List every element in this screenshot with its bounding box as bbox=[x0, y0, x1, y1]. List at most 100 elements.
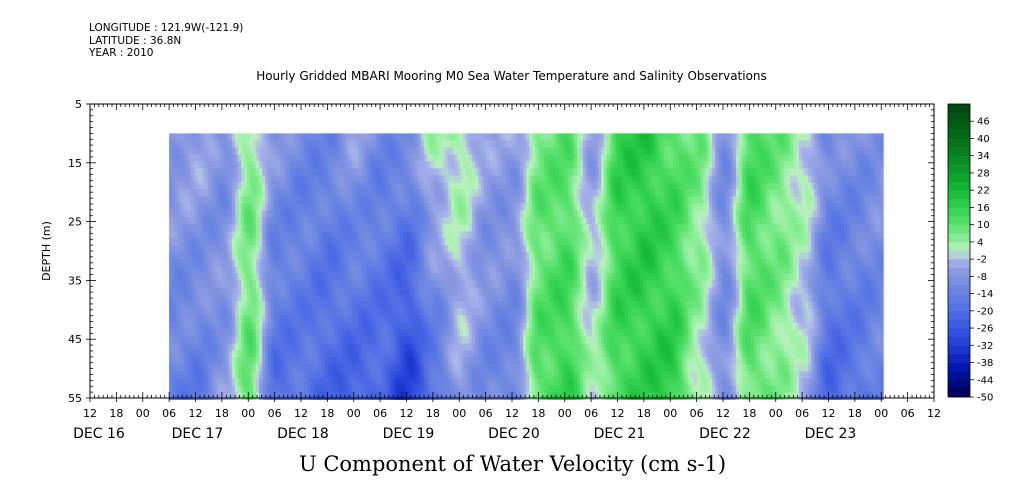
heatmap-cell bbox=[385, 210, 389, 218]
heatmap-cell bbox=[319, 231, 323, 239]
heatmap-cell bbox=[376, 378, 380, 386]
heatmap-cell bbox=[304, 231, 308, 239]
heatmap-cell bbox=[292, 182, 296, 190]
heatmap-cell bbox=[190, 168, 194, 176]
heatmap-cell bbox=[205, 252, 209, 260]
heatmap-cell bbox=[181, 217, 185, 225]
heatmap-cell bbox=[448, 231, 452, 239]
heatmap-cell bbox=[463, 161, 467, 169]
heatmap-cell bbox=[301, 259, 305, 267]
heatmap-cell bbox=[445, 301, 449, 309]
heatmap-cell bbox=[418, 182, 422, 190]
heatmap-cell bbox=[352, 301, 356, 309]
heatmap-cell bbox=[307, 357, 311, 365]
heatmap-cell bbox=[349, 301, 353, 309]
heatmap-cell bbox=[307, 385, 311, 393]
heatmap-cell bbox=[391, 252, 395, 260]
heatmap-cell bbox=[352, 154, 356, 162]
heatmap-cell bbox=[421, 294, 425, 302]
heatmap-cell bbox=[331, 133, 335, 141]
heatmap-cell bbox=[469, 392, 473, 400]
heatmap-cell bbox=[460, 224, 464, 232]
heatmap-cell bbox=[301, 210, 305, 218]
heatmap-cell bbox=[439, 301, 443, 309]
heatmap-cell bbox=[202, 245, 206, 253]
heatmap-cell bbox=[208, 252, 212, 260]
heatmap-cell bbox=[259, 217, 263, 225]
heatmap-cell bbox=[430, 245, 434, 253]
heatmap-cell bbox=[451, 154, 455, 162]
heatmap-cell bbox=[385, 343, 389, 351]
heatmap-cell bbox=[205, 287, 209, 295]
heatmap-cell bbox=[448, 196, 452, 204]
heatmap-cell bbox=[292, 392, 296, 400]
heatmap-cell bbox=[283, 245, 287, 253]
heatmap-cell bbox=[271, 266, 275, 274]
heatmap-cell bbox=[304, 196, 308, 204]
heatmap-cell bbox=[325, 224, 329, 232]
heatmap-cell bbox=[202, 371, 206, 379]
heatmap-cell bbox=[364, 343, 368, 351]
heatmap-cell bbox=[358, 196, 362, 204]
heatmap-cell bbox=[367, 336, 371, 344]
heatmap-cell bbox=[436, 147, 440, 155]
heatmap-cell bbox=[400, 301, 404, 309]
heatmap-cell bbox=[469, 182, 473, 190]
heatmap-cell bbox=[211, 210, 215, 218]
heatmap-cell bbox=[313, 308, 317, 316]
heatmap-cell bbox=[193, 364, 197, 372]
heatmap-cell bbox=[367, 385, 371, 393]
heatmap-cell bbox=[172, 287, 176, 295]
heatmap-cell bbox=[436, 371, 440, 379]
heatmap-cell bbox=[337, 329, 341, 337]
heatmap-cell bbox=[391, 364, 395, 372]
heatmap-cell bbox=[313, 203, 317, 211]
heatmap-cell bbox=[199, 238, 203, 246]
heatmap-cell bbox=[211, 378, 215, 386]
heatmap-cell bbox=[472, 196, 476, 204]
heatmap-cell bbox=[436, 350, 440, 358]
heatmap-cell bbox=[295, 154, 299, 162]
heatmap-cell bbox=[172, 133, 176, 141]
heatmap-cell bbox=[292, 273, 296, 281]
heatmap-cell bbox=[436, 175, 440, 183]
heatmap-cell bbox=[334, 259, 338, 267]
heatmap-cell bbox=[469, 329, 473, 337]
heatmap-cell bbox=[208, 231, 212, 239]
heatmap-cell bbox=[181, 175, 185, 183]
heatmap-cell bbox=[427, 385, 431, 393]
heatmap-cell bbox=[256, 294, 260, 302]
heatmap-cell bbox=[241, 196, 245, 204]
heatmap-cell bbox=[253, 175, 257, 183]
heatmap-cell bbox=[463, 343, 467, 351]
heatmap-cell bbox=[430, 280, 434, 288]
heatmap-cell bbox=[331, 378, 335, 386]
heatmap-cell bbox=[328, 343, 332, 351]
heatmap-cell bbox=[400, 203, 404, 211]
heatmap-cell bbox=[241, 315, 245, 323]
heatmap-cell bbox=[415, 210, 419, 218]
heatmap-cell bbox=[211, 168, 215, 176]
heatmap-cell bbox=[397, 280, 401, 288]
heatmap-cell bbox=[262, 371, 266, 379]
heatmap-cell bbox=[223, 217, 227, 225]
heatmap-cell bbox=[307, 203, 311, 211]
heatmap-cell bbox=[391, 189, 395, 197]
heatmap-cell bbox=[364, 336, 368, 344]
heatmap-cell bbox=[370, 343, 374, 351]
heatmap-cell bbox=[457, 280, 461, 288]
heatmap-cell bbox=[397, 182, 401, 190]
heatmap-cell bbox=[253, 280, 257, 288]
heatmap-cell bbox=[250, 336, 254, 344]
heatmap-cell bbox=[292, 343, 296, 351]
heatmap-cell bbox=[265, 259, 269, 267]
heatmap-cell bbox=[253, 217, 257, 225]
heatmap-cell bbox=[433, 231, 437, 239]
heatmap-cell bbox=[244, 378, 248, 386]
heatmap-cell bbox=[424, 357, 428, 365]
heatmap-cell bbox=[259, 238, 263, 246]
heatmap-cell bbox=[361, 154, 365, 162]
heatmap-cell bbox=[469, 315, 473, 323]
heatmap-cell bbox=[307, 189, 311, 197]
heatmap-cell bbox=[214, 252, 218, 260]
